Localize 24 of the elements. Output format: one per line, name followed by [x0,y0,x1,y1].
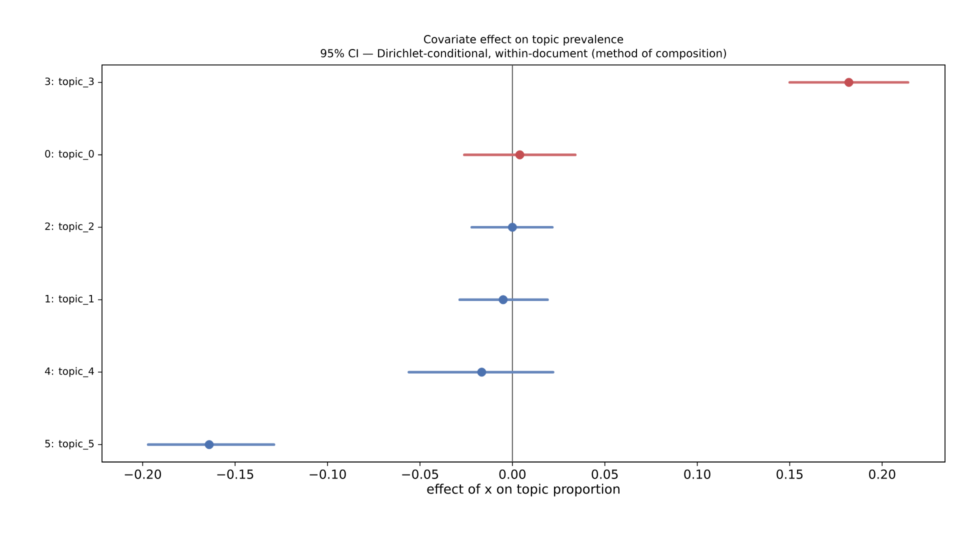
x-tick-label: 0.05 [592,470,618,479]
point [508,222,517,232]
x-tick-label: −0.20 [124,470,161,479]
x-axis-title: effect of x on topic proportion [427,484,620,496]
x-tick-label: −0.10 [310,470,346,479]
y-tick-label: 4: topic_4 [44,367,94,378]
x-tick-label: 0.10 [684,470,710,479]
x-tick-label: 0.15 [776,470,803,479]
x-tick-label: −0.05 [402,470,438,479]
y-tick-label: 1: topic_1 [46,294,94,305]
point [477,368,486,377]
y-tick-label: 2: topic_2 [45,222,94,232]
x-tick-label: −0.15 [217,470,254,479]
y-tick-label: 0: topic_0 [45,150,94,160]
x-tick-label: 0.00 [499,470,526,479]
x-tick-label: 0.20 [869,470,896,479]
chart-subtitle: 95% CI — Dirichlet-conditional, within-document (method of composition) [320,48,726,60]
point [844,78,854,87]
point [515,150,524,160]
point [498,295,508,304]
y-tick-label: 5: topic_5 [45,440,94,450]
y-tick-label: 3: topic_3 [45,77,94,88]
chart-title: Covariate effect on topic prevalence [424,34,624,46]
point [204,440,214,450]
